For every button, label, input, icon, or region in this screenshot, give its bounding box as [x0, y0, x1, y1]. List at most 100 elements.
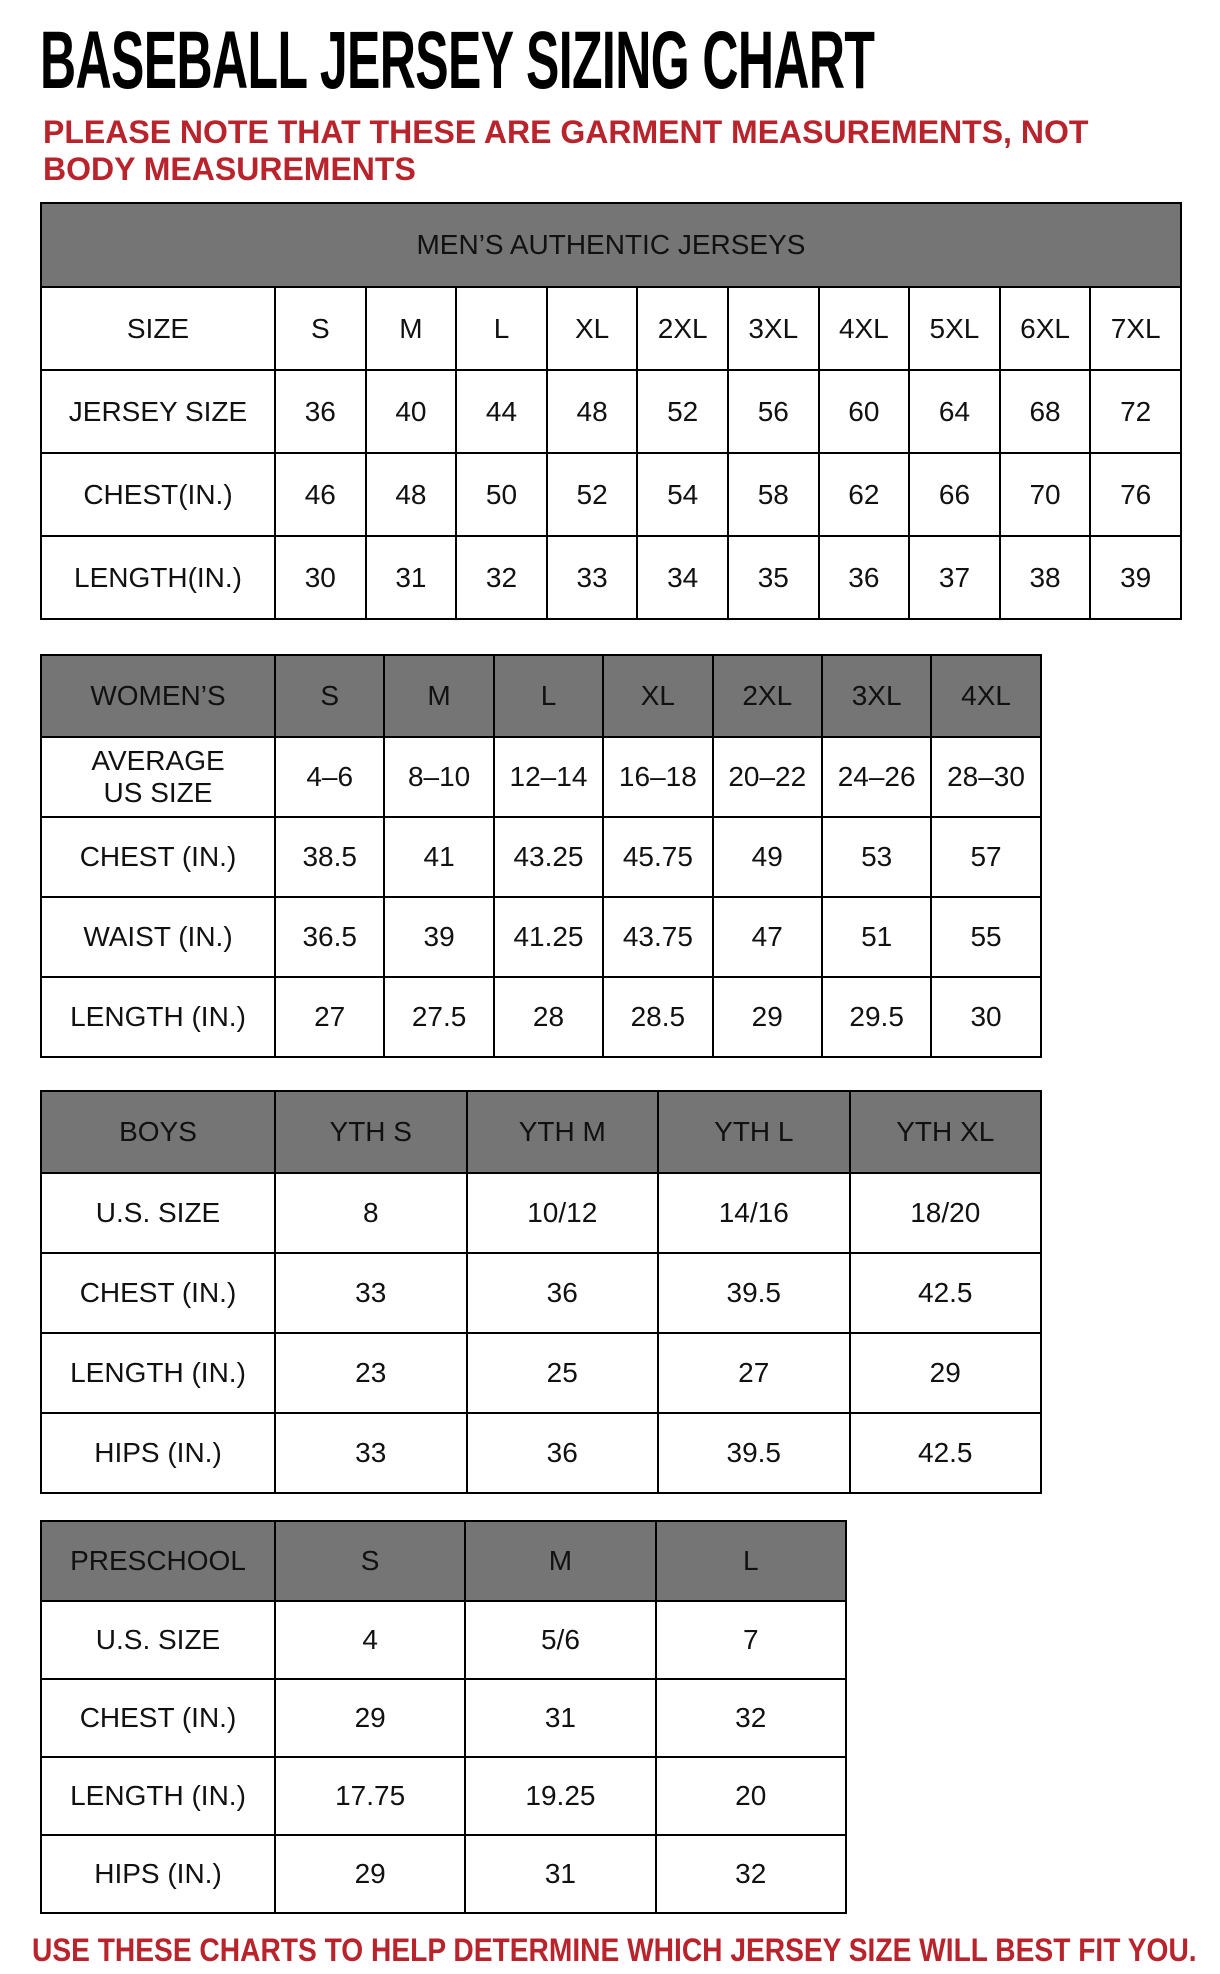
- data-cell: 27: [273, 976, 386, 1058]
- table-banner: MEN’S AUTHENTIC JERSEYS: [40, 202, 1182, 288]
- column-header: YTH L: [657, 1090, 851, 1174]
- table-row: U.S. SIZE 4 5/6 7: [40, 1600, 847, 1680]
- data-cell: 33: [274, 1252, 468, 1334]
- data-cell: 66: [908, 452, 1001, 537]
- data-cell: 46: [274, 452, 367, 537]
- column-header: 3XL: [726, 286, 820, 371]
- data-cell: 35: [726, 535, 820, 620]
- row-label: LENGTH (IN.): [40, 976, 276, 1058]
- data-cell: 18/20: [848, 1172, 1042, 1254]
- data-cell: 53: [820, 816, 933, 898]
- data-cell: 36: [817, 535, 911, 620]
- column-header: L: [455, 286, 548, 371]
- size-table-womens: WOMEN’S S M L XL 2XL 3XL 4XL AVERAGE US SIZE 4–6 8…: [40, 654, 1042, 1058]
- data-cell: 31: [464, 1678, 657, 1758]
- data-cell: 52: [545, 452, 639, 537]
- data-cell: 39: [1089, 535, 1182, 620]
- data-cell: 14/16: [657, 1172, 851, 1254]
- data-cell: 4–6: [273, 736, 386, 818]
- data-cell: 50: [455, 452, 548, 537]
- data-cell: 57: [930, 816, 1042, 898]
- fit-advice-note: USE THESE CHARTS TO HELP DETERMINE WHICH…: [32, 1932, 1220, 1968]
- data-cell: 39.5: [657, 1252, 851, 1334]
- data-cell: 55: [930, 896, 1042, 978]
- column-header: S: [273, 1520, 467, 1602]
- column-header: M: [364, 286, 458, 371]
- table-row: WAIST (IN.) 36.5 39 41.25 43.75 47 51 55: [40, 896, 1042, 978]
- data-cell: 28.5: [602, 976, 714, 1058]
- data-cell: 56: [726, 369, 820, 454]
- data-cell: 39.5: [657, 1412, 851, 1494]
- table-row: CHEST (IN.) 29 31 32: [40, 1678, 847, 1758]
- data-cell: 60: [817, 369, 911, 454]
- data-cell: 29.5: [820, 976, 933, 1058]
- table-row: LENGTH(IN.) 30 31 32 33 34 35 36 37 38 39: [40, 535, 1182, 620]
- table-row: HIPS (IN.) 29 31 32: [40, 1834, 847, 1914]
- row-label: CHEST(IN.): [40, 452, 276, 537]
- data-cell: 62: [817, 452, 911, 537]
- data-cell: 16–18: [602, 736, 714, 818]
- size-table-preschool: PRESCHOOL S M L U.S. SIZE 4 5/6 7 CHEST (IN.) 29 3…: [40, 1520, 847, 1914]
- data-cell: 33: [545, 535, 639, 620]
- column-header: 2XL: [636, 286, 729, 371]
- data-cell: 48: [364, 452, 458, 537]
- fit-advice-text: USE THESE CHARTS TO HELP DETERMINE WHICH…: [32, 1932, 1197, 1968]
- data-cell: 32: [654, 1834, 847, 1914]
- data-cell: 52: [636, 369, 729, 454]
- row-label: AVERAGE US SIZE: [40, 736, 276, 818]
- data-cell: 70: [998, 452, 1092, 537]
- data-cell: 4: [273, 1600, 467, 1680]
- data-cell: 29: [848, 1332, 1042, 1414]
- data-cell: 25: [465, 1332, 659, 1414]
- table-title-cell: SIZE: [40, 286, 276, 371]
- table-row: CHEST(IN.) 46 48 50 52 54 58 62 66 70 76: [40, 452, 1182, 537]
- table-title-cell: WOMEN’S: [40, 654, 276, 738]
- data-cell: 8–10: [383, 736, 495, 818]
- column-header: L: [654, 1520, 847, 1602]
- data-cell: 41.25: [492, 896, 605, 978]
- row-label: CHEST (IN.): [40, 816, 276, 898]
- data-cell: 28: [492, 976, 605, 1058]
- row-label: CHEST (IN.): [40, 1252, 276, 1334]
- data-cell: 41: [383, 816, 495, 898]
- data-cell: 7: [654, 1600, 847, 1680]
- data-cell: 42.5: [848, 1412, 1042, 1494]
- page-title-text: BASEBALL JERSEY SIZING CHART: [40, 15, 875, 106]
- data-cell: 47: [711, 896, 823, 978]
- data-cell: 33: [274, 1412, 468, 1494]
- column-header: YTH S: [274, 1090, 468, 1174]
- table-row: U.S. SIZE 8 10/12 14/16 18/20: [40, 1172, 1042, 1254]
- data-cell: 44: [455, 369, 548, 454]
- data-cell: 36.5: [273, 896, 386, 978]
- data-cell: 29: [711, 976, 823, 1058]
- row-label: HIPS (IN.): [40, 1412, 276, 1494]
- column-header: S: [274, 286, 367, 371]
- size-table-boys: BOYS YTH S YTH M YTH L YTH XL U.S. SIZE 8 10/12…: [40, 1090, 1042, 1494]
- data-cell: 5/6: [464, 1600, 657, 1680]
- data-cell: 29: [273, 1834, 467, 1914]
- data-cell: 31: [464, 1834, 657, 1914]
- row-label: LENGTH (IN.): [40, 1756, 276, 1836]
- column-header: YTH M: [465, 1090, 659, 1174]
- column-header: 5XL: [908, 286, 1001, 371]
- column-header: 4XL: [817, 286, 911, 371]
- data-cell: 58: [726, 452, 820, 537]
- data-cell: 29: [273, 1678, 467, 1758]
- data-cell: 43.75: [602, 896, 714, 978]
- preschool-table-section: PRESCHOOL S M L U.S. SIZE 4 5/6 7 CHEST (IN.) 29 3…: [40, 1520, 1220, 1914]
- data-cell: 20–22: [711, 736, 823, 818]
- data-cell: 34: [636, 535, 729, 620]
- table-title-cell: PRESCHOOL: [40, 1520, 276, 1602]
- row-label: HIPS (IN.): [40, 1834, 276, 1914]
- row-label: CHEST (IN.): [40, 1678, 276, 1758]
- table-row: LENGTH (IN.) 23 25 27 29: [40, 1332, 1042, 1414]
- data-cell: 12–14: [492, 736, 605, 818]
- data-cell: 38.5: [273, 816, 386, 898]
- data-cell: 30: [930, 976, 1042, 1058]
- column-header: XL: [545, 286, 639, 371]
- table-title-cell: BOYS: [40, 1090, 276, 1174]
- data-cell: 8: [274, 1172, 468, 1254]
- data-cell: 54: [636, 452, 729, 537]
- data-cell: 28–30: [930, 736, 1042, 818]
- data-cell: 38: [998, 535, 1092, 620]
